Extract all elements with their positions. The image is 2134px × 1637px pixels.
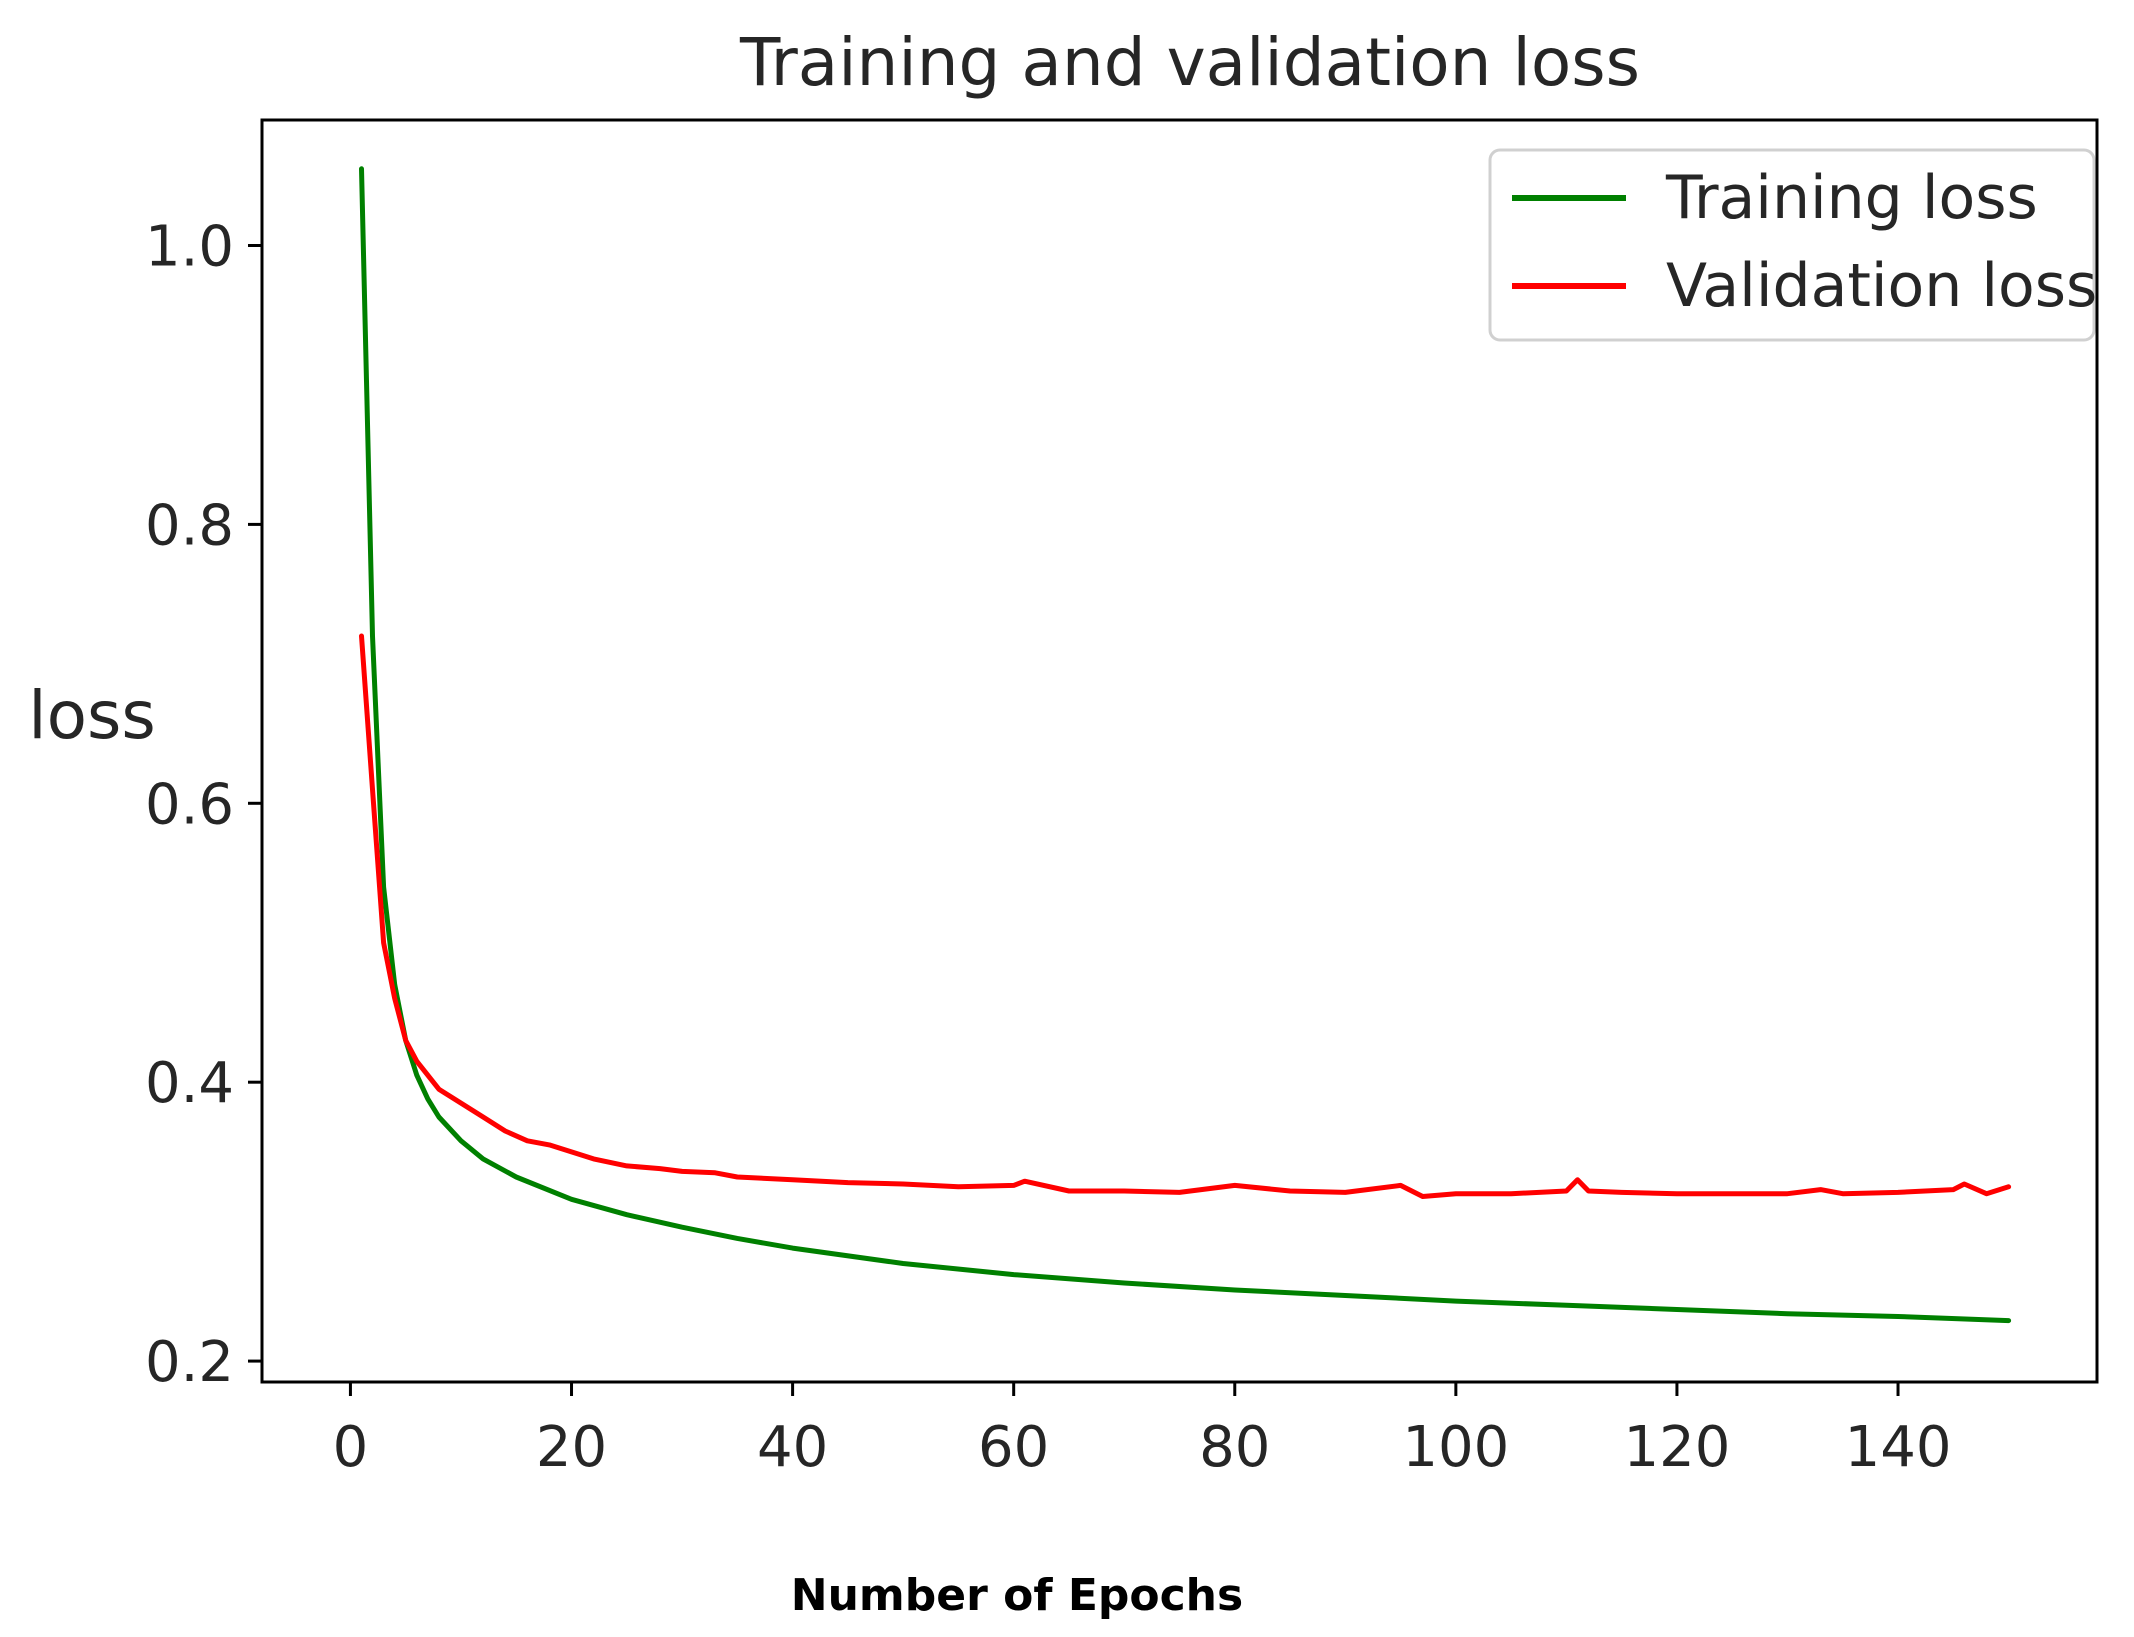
x-tick-label: 120 bbox=[1623, 1415, 1730, 1480]
series-line-validation-loss bbox=[359, 633, 2012, 1199]
x-tick-label: 0 bbox=[333, 1415, 369, 1480]
y-tick-label: 0.2 bbox=[145, 1330, 234, 1395]
legend-box bbox=[1488, 148, 2096, 342]
y-tick-label: 1.0 bbox=[145, 215, 234, 280]
x-tick-label: 40 bbox=[757, 1415, 828, 1480]
plot-frame bbox=[260, 118, 2099, 1384]
y-tick-label: 0.8 bbox=[145, 493, 234, 558]
legend-label: Training loss bbox=[1665, 163, 2038, 233]
y-tick-label: 0.4 bbox=[145, 1051, 234, 1116]
x-tick-label: 60 bbox=[978, 1415, 1049, 1480]
x-tick-label: 140 bbox=[1845, 1415, 1952, 1480]
legend-label: Validation loss bbox=[1666, 251, 2097, 321]
y-tick-label: 0.6 bbox=[145, 772, 234, 837]
x-tick-label: 20 bbox=[536, 1415, 607, 1480]
series-line-training-loss bbox=[359, 166, 2012, 1324]
x-tick-label: 100 bbox=[1402, 1415, 1509, 1480]
x-axis-label: Number of Epochs bbox=[791, 1570, 1243, 1621]
x-tick-label: 80 bbox=[1199, 1415, 1270, 1480]
y-axis-label: loss bbox=[28, 677, 156, 754]
chart-title: Training and validation loss bbox=[739, 24, 1640, 101]
